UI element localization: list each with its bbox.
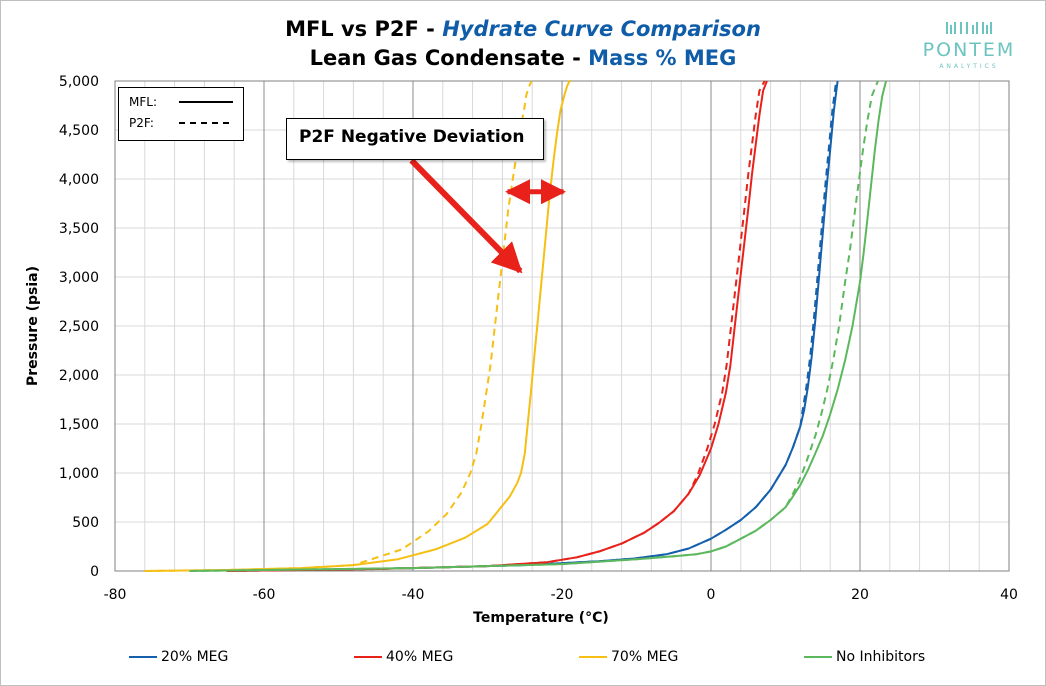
- y-axis-ticks: 0 500 1,000 1,500 2,000 2,500 3,000 3,500 4,000 4…: [59, 74, 99, 580]
- x-axis-title: Temperature (°C): [473, 610, 609, 626]
- chart-subtitle-main: Lean Gas Condensate -: [309, 46, 589, 70]
- annotation-pointer-arrow: [409, 158, 523, 274]
- pontem-logo: PONTEM ANALYTICS: [917, 19, 1021, 75]
- x-tick-label: -40: [402, 587, 425, 603]
- y-tick-label: 4,500: [59, 123, 99, 139]
- legend-item: 70% MEG: [579, 647, 678, 667]
- series-no-inhibitors-p2f: [189, 80, 879, 572]
- legend-label: 70% MEG: [611, 649, 679, 665]
- logo-mark-icon: [946, 22, 992, 34]
- style-legend-mfl-label: MFL:: [129, 95, 157, 109]
- solid-line-swatch: [178, 101, 233, 103]
- legend-swatch: [804, 656, 832, 658]
- y-tick-label: 1,500: [59, 417, 99, 433]
- x-tick-label: -80: [104, 587, 127, 603]
- x-tick-label: 0: [707, 587, 716, 603]
- legend-label: 40% MEG: [386, 649, 454, 665]
- legend-label: 20% MEG: [161, 649, 229, 665]
- y-tick-label: 3,000: [59, 270, 99, 286]
- line-style-legend: MFL: P2F:: [118, 87, 244, 141]
- chart-title-main: MFL vs P2F -: [285, 17, 443, 41]
- deviation-annotation: P2F Negative Deviation: [286, 118, 544, 160]
- style-legend-p2f-label: P2F:: [129, 116, 154, 130]
- y-tick-label: 3,500: [59, 221, 99, 237]
- style-legend-mfl: MFL:: [129, 95, 237, 109]
- chart-subtitle: Lean Gas Condensate - Mass % MEG: [1, 46, 1045, 70]
- y-tick-label: 2,500: [59, 319, 99, 335]
- legend-swatch: [579, 656, 607, 658]
- chart-title-accent: Hydrate Curve Comparison: [442, 17, 761, 41]
- legend-swatch: [354, 656, 382, 658]
- logo-wordmark: PONTEM: [922, 39, 1016, 61]
- logo-subtitle: ANALYTICS: [939, 63, 999, 70]
- x-tick-label: 40: [1000, 587, 1018, 603]
- x-tick-label: -20: [551, 587, 574, 603]
- chart-subtitle-accent: Mass % MEG: [588, 46, 737, 70]
- y-tick-label: 5,000: [59, 74, 99, 90]
- legend-swatch: [129, 656, 157, 658]
- series-no-inhibitors-mfl: [189, 80, 888, 572]
- y-tick-label: 1,000: [59, 466, 99, 482]
- style-legend-p2f: P2F:: [129, 116, 237, 130]
- series-lines: [144, 80, 888, 572]
- series-40pct-meg-mfl: [226, 80, 768, 572]
- series-70pct-meg-p2f: [144, 80, 533, 572]
- y-tick-label: 500: [72, 515, 99, 531]
- plot-area: [114, 80, 1010, 572]
- y-tick-label: 4,000: [59, 172, 99, 188]
- y-axis-title: Pressure (psia): [25, 266, 41, 386]
- legend-item: No Inhibitors: [804, 647, 925, 667]
- chart-title: MFL vs P2F - Hydrate Curve Comparison: [1, 17, 1045, 41]
- series-70pct-meg-mfl: [144, 80, 571, 572]
- x-tick-label: 20: [851, 587, 869, 603]
- x-axis-ticks: -80 -60 -40 -20 0 20 40: [104, 587, 1018, 603]
- y-tick-label: 0: [90, 564, 99, 580]
- series-legend: 20% MEG 40% MEG 70% MEG No Inhibitors: [129, 647, 989, 667]
- legend-label: No Inhibitors: [836, 649, 926, 665]
- legend-item: 40% MEG: [354, 647, 453, 667]
- legend-item: 20% MEG: [129, 647, 228, 667]
- x-tick-label: -60: [253, 587, 276, 603]
- dashed-line-swatch: [178, 122, 233, 124]
- annotation-arrows: [409, 158, 566, 274]
- y-tick-label: 2,000: [59, 368, 99, 384]
